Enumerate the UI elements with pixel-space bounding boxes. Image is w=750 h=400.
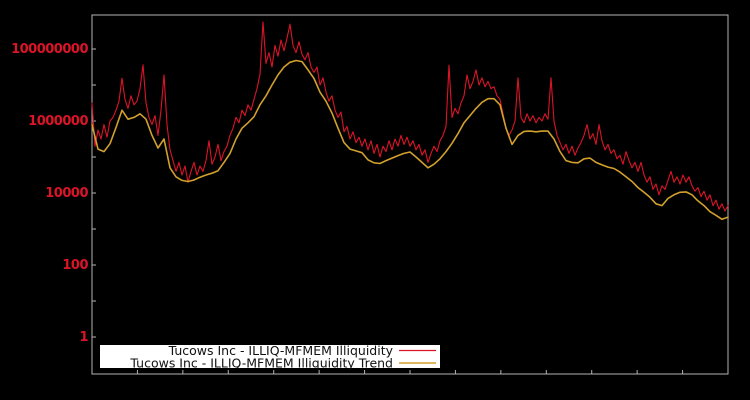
y-tick-label-1: 1 [79,330,88,345]
plot-frame [91,14,729,375]
illiquidity-line [91,21,729,212]
y-tick-label-1e4: 10000 [45,186,88,201]
legend-box [100,345,440,368]
illiquidity-trend-line [91,59,729,221]
legend: Tucows Inc - ILLIQ-MFMEM Illiquidity Tuc… [100,343,440,371]
y-axis-labels: 100000000 1000000 10000 100 1 [11,42,89,345]
y-tick-label-1e2: 100 [62,258,88,273]
legend-label-trend: Tucows Inc - ILLIQ-MFMEM Illiquidity Tre… [129,356,393,371]
axis-ticks [91,48,729,374]
y-tick-label-1e6: 1000000 [28,114,88,129]
legend-label-illiquidity: Tucows Inc - ILLIQ-MFMEM Illiquidity [168,343,394,358]
y-tick-label-1e8: 100000000 [11,42,88,57]
